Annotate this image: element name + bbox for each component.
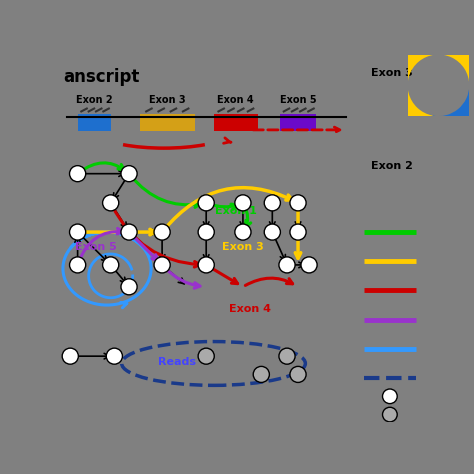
Wedge shape bbox=[383, 30, 474, 140]
Text: Exon 4: Exon 4 bbox=[217, 95, 254, 105]
Text: Exon 2: Exon 2 bbox=[372, 161, 413, 172]
Text: Exon 3: Exon 3 bbox=[149, 95, 186, 105]
Circle shape bbox=[154, 257, 170, 273]
Text: Reads: Reads bbox=[158, 357, 196, 367]
Text: anscript: anscript bbox=[63, 68, 139, 86]
Circle shape bbox=[102, 195, 119, 211]
Circle shape bbox=[70, 165, 86, 182]
Circle shape bbox=[121, 279, 137, 295]
FancyBboxPatch shape bbox=[280, 114, 316, 131]
Text: Exon 3: Exon 3 bbox=[222, 242, 264, 252]
Circle shape bbox=[106, 348, 122, 364]
FancyBboxPatch shape bbox=[78, 114, 110, 131]
Circle shape bbox=[70, 257, 86, 273]
Circle shape bbox=[279, 348, 295, 364]
Circle shape bbox=[198, 224, 214, 240]
Circle shape bbox=[154, 224, 170, 240]
Circle shape bbox=[70, 224, 86, 240]
Text: Exon 5: Exon 5 bbox=[75, 242, 117, 252]
Circle shape bbox=[264, 224, 281, 240]
Circle shape bbox=[235, 195, 251, 211]
Circle shape bbox=[121, 165, 137, 182]
Circle shape bbox=[279, 257, 295, 273]
Text: Exon 3: Exon 3 bbox=[372, 68, 413, 78]
Circle shape bbox=[383, 389, 397, 404]
Circle shape bbox=[198, 348, 214, 364]
Circle shape bbox=[290, 224, 306, 240]
Circle shape bbox=[253, 366, 269, 383]
Text: Exon 4: Exon 4 bbox=[229, 304, 271, 314]
Circle shape bbox=[264, 195, 281, 211]
Circle shape bbox=[301, 257, 317, 273]
Wedge shape bbox=[428, 85, 474, 141]
Text: Exon 1: Exon 1 bbox=[215, 206, 256, 216]
Circle shape bbox=[102, 257, 119, 273]
Circle shape bbox=[290, 366, 306, 383]
Circle shape bbox=[121, 224, 137, 240]
FancyBboxPatch shape bbox=[213, 114, 258, 131]
Circle shape bbox=[62, 348, 78, 364]
Text: Exon 5: Exon 5 bbox=[280, 95, 316, 105]
FancyBboxPatch shape bbox=[140, 114, 195, 131]
Circle shape bbox=[198, 257, 214, 273]
Text: Exon 2: Exon 2 bbox=[76, 95, 112, 105]
Circle shape bbox=[235, 224, 251, 240]
Circle shape bbox=[290, 195, 306, 211]
Circle shape bbox=[383, 407, 397, 422]
Circle shape bbox=[198, 195, 214, 211]
